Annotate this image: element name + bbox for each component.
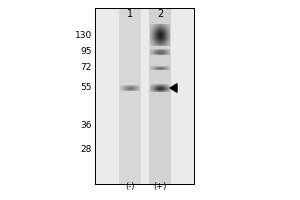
Text: (+): (+) [153,182,167,192]
Text: 36: 36 [80,120,92,130]
Text: 28: 28 [81,146,92,154]
Text: 55: 55 [80,84,92,92]
Text: 95: 95 [80,47,92,56]
Text: 72: 72 [81,64,92,72]
Text: 2: 2 [157,9,163,19]
Text: 130: 130 [75,30,92,40]
Text: 1: 1 [127,9,133,19]
Text: (-): (-) [125,182,135,192]
Polygon shape [170,84,177,92]
